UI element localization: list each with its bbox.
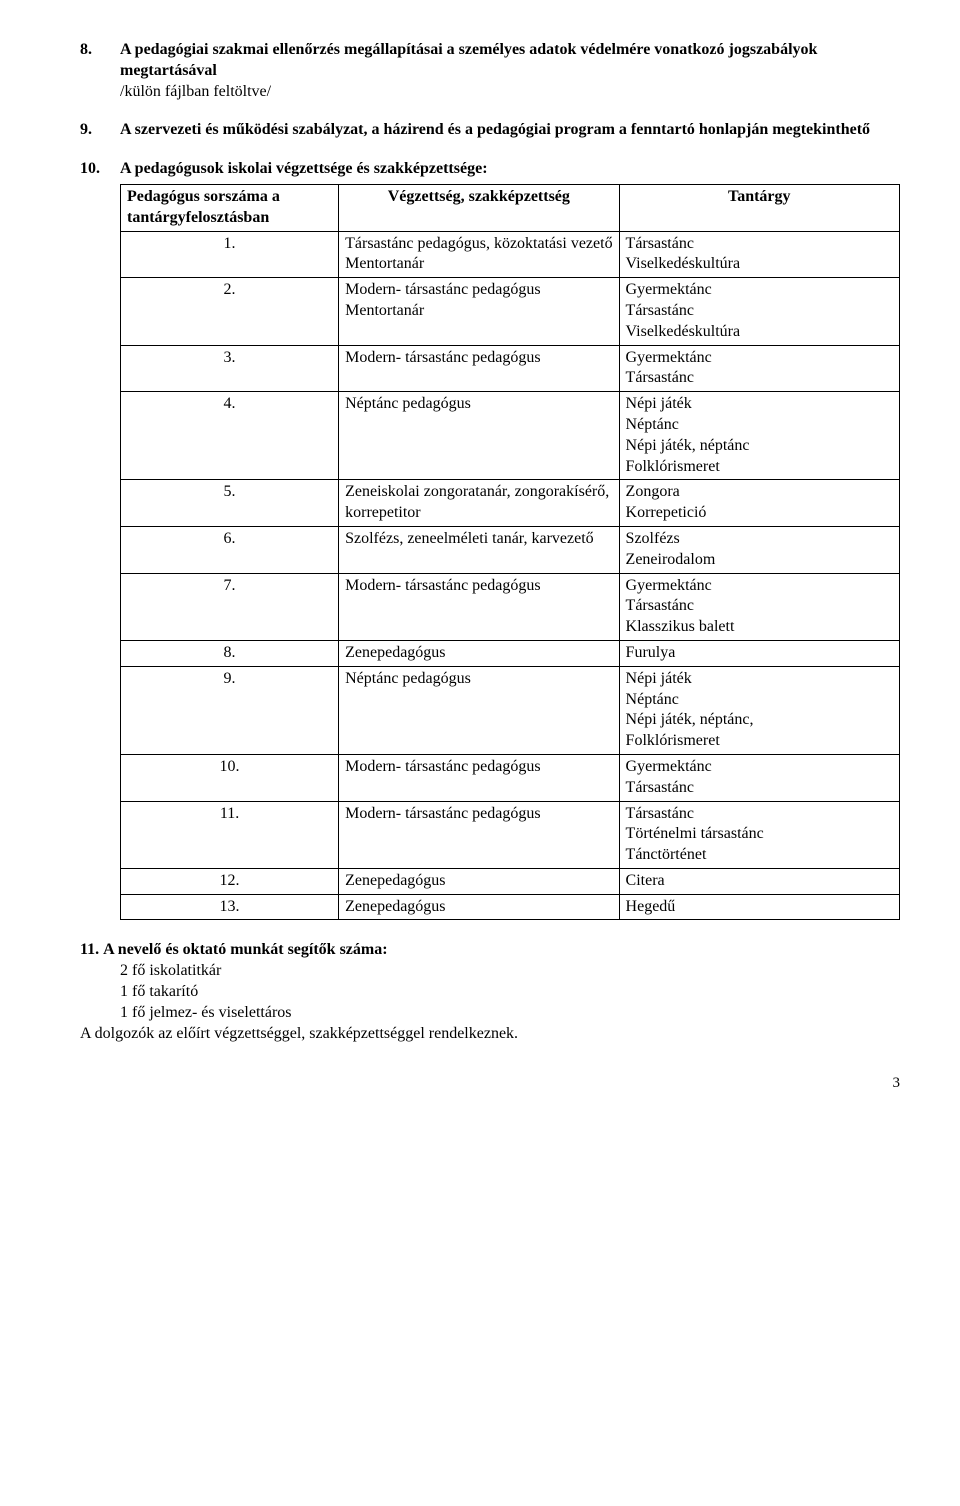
row-subject: GyermektáncTársastáncKlasszikus balett xyxy=(619,573,899,640)
table-row: 6.Szolfézs, zeneelméleti tanár, karvezet… xyxy=(121,526,900,573)
row-subject: SzolfézsZeneirodalom xyxy=(619,526,899,573)
staff-count-line: 2 fő iskolatitkár xyxy=(120,961,900,982)
row-qualification: Zeneiskolai zongoratanár, zongorakísérő,… xyxy=(339,480,619,527)
row-number: 12. xyxy=(121,868,339,894)
staff-count-line: 1 fő takarító xyxy=(120,982,900,1003)
table-row: 11.Modern- társastánc pedagógusTársastán… xyxy=(121,801,900,868)
table-row: 10.Modern- társastánc pedagógusGyermektá… xyxy=(121,754,900,801)
page-number: 3 xyxy=(80,1074,900,1094)
row-subject: Népi játékNéptáncNépi játék, néptáncFolk… xyxy=(619,392,899,480)
row-qualification: Társastánc pedagógus, közoktatási vezető… xyxy=(339,231,619,278)
row-qualification: Zenepedagógus xyxy=(339,894,619,920)
table-header-col2: Végzettség, szakképzettség xyxy=(339,184,619,231)
row-qualification: Modern- társastánc pedagógus xyxy=(339,345,619,392)
row-subject: TársastáncViselkedéskultúra xyxy=(619,231,899,278)
row-number: 3. xyxy=(121,345,339,392)
row-number: 9. xyxy=(121,666,339,754)
row-qualification: Néptánc pedagógus xyxy=(339,392,619,480)
row-qualification: Zenepedagógus xyxy=(339,868,619,894)
row-subject: Citera xyxy=(619,868,899,894)
table-row: 12.ZenepedagógusCitera xyxy=(121,868,900,894)
row-qualification: Modern- társastánc pedagógus xyxy=(339,801,619,868)
row-subject: TársastáncTörténelmi társastáncTánctörté… xyxy=(619,801,899,868)
section-9: 9. A szervezeti és működési szabályzat, … xyxy=(80,120,900,141)
row-number: 10. xyxy=(121,754,339,801)
row-number: 1. xyxy=(121,231,339,278)
section-11: 11. A nevelő és oktató munkát segítők sz… xyxy=(80,940,900,1044)
row-qualification: Modern- társastánc pedagógusMentortanár xyxy=(339,278,619,345)
row-subject: GyermektáncTársastáncViselkedéskultúra xyxy=(619,278,899,345)
table-row: 8.ZenepedagógusFurulya xyxy=(121,640,900,666)
section-8-number: 8. xyxy=(80,40,120,61)
section-10-number: 10. xyxy=(80,159,120,180)
table-row: 4.Néptánc pedagógusNépi játékNéptáncNépi… xyxy=(121,392,900,480)
section-10: 10. A pedagógusok iskolai végzettsége és… xyxy=(80,159,900,920)
row-subject: Népi játékNéptáncNépi játék, néptánc,Fol… xyxy=(619,666,899,754)
row-qualification: Modern- társastánc pedagógus xyxy=(339,754,619,801)
table-row: 3.Modern- társastánc pedagógusGyermektán… xyxy=(121,345,900,392)
row-subject: GyermektáncTársastánc xyxy=(619,754,899,801)
table-row: 5.Zeneiskolai zongoratanár, zongorakísér… xyxy=(121,480,900,527)
row-number: 7. xyxy=(121,573,339,640)
row-qualification: Szolfézs, zeneelméleti tanár, karvezető xyxy=(339,526,619,573)
section-9-number: 9. xyxy=(80,120,120,141)
section-11-title: A nevelő és oktató munkát segítők száma: xyxy=(103,941,387,958)
row-number: 2. xyxy=(121,278,339,345)
section-8-title: A pedagógiai szakmai ellenőrzés megállap… xyxy=(120,41,817,79)
section-8-sub: /külön fájlban feltöltve/ xyxy=(120,83,271,100)
table-row: 9.Néptánc pedagógusNépi játékNéptáncNépi… xyxy=(121,666,900,754)
table-header-col1: Pedagógus sorszáma a tantárgyfelosztásba… xyxy=(121,184,339,231)
section-11-number: 11. xyxy=(80,941,99,958)
row-number: 6. xyxy=(121,526,339,573)
row-number: 11. xyxy=(121,801,339,868)
row-qualification: Zenepedagógus xyxy=(339,640,619,666)
row-subject: ZongoraKorrepetició xyxy=(619,480,899,527)
row-number: 8. xyxy=(121,640,339,666)
row-number: 4. xyxy=(121,392,339,480)
row-subject: Furulya xyxy=(619,640,899,666)
row-number: 5. xyxy=(121,480,339,527)
table-header-col3: Tantárgy xyxy=(619,184,899,231)
section-11-closing: A dolgozók az előírt végzettséggel, szak… xyxy=(80,1024,900,1045)
row-subject: Hegedű xyxy=(619,894,899,920)
row-number: 13. xyxy=(121,894,339,920)
table-row: 1.Társastánc pedagógus, közoktatási veze… xyxy=(121,231,900,278)
qualifications-table: Pedagógus sorszáma a tantárgyfelosztásba… xyxy=(120,184,900,921)
section-8: 8. A pedagógiai szakmai ellenőrzés megál… xyxy=(80,40,900,102)
row-subject: GyermektáncTársastánc xyxy=(619,345,899,392)
section-10-title: A pedagógusok iskolai végzettsége és sza… xyxy=(120,160,488,177)
table-header-row: Pedagógus sorszáma a tantárgyfelosztásba… xyxy=(121,184,900,231)
staff-count-line: 1 fő jelmez- és viselettáros xyxy=(120,1003,900,1024)
section-9-title: A szervezeti és működési szabályzat, a h… xyxy=(120,121,870,138)
table-row: 2.Modern- társastánc pedagógusMentortaná… xyxy=(121,278,900,345)
row-qualification: Modern- társastánc pedagógus xyxy=(339,573,619,640)
row-qualification: Néptánc pedagógus xyxy=(339,666,619,754)
table-row: 7.Modern- társastánc pedagógusGyermektán… xyxy=(121,573,900,640)
table-row: 13.ZenepedagógusHegedű xyxy=(121,894,900,920)
